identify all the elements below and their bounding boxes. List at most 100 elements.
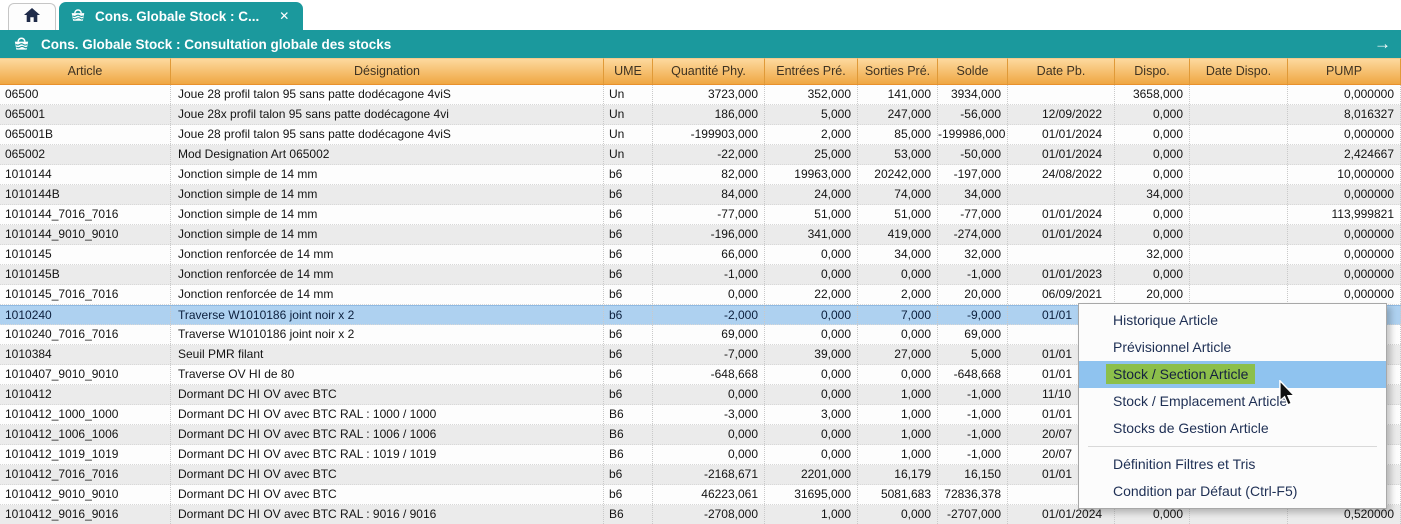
table-row[interactable]: 1010144B Jonction simple de 14 mm b6 84,000… xyxy=(0,185,1401,205)
table-header-row: Article Désignation UME Quantité Phy. Entrée… xyxy=(0,58,1401,85)
cell-sorties: 7,000 xyxy=(858,306,938,324)
active-tab-label: Cons. Globale Stock : C... xyxy=(95,8,260,24)
column-header-date-pb-[interactable]: Date Pb. xyxy=(1008,58,1115,85)
cell-pump: 0,000000 xyxy=(1288,185,1401,204)
table-row[interactable]: 1010144 Jonction simple de 14 mm b6 82,000 1… xyxy=(0,165,1401,185)
cell-date_pb: 24/08/2022 xyxy=(1008,165,1115,184)
column-header-d-signation[interactable]: Désignation xyxy=(171,58,604,85)
cell-ume: B6 xyxy=(604,505,653,524)
cell-solde: 72836,378 xyxy=(938,485,1008,504)
menu-item-stocks-de-gestion-article[interactable]: Stocks de Gestion Article xyxy=(1079,415,1386,442)
cell-ume: b6 xyxy=(604,485,653,504)
cell-pump: 2,424667 xyxy=(1288,145,1401,164)
cell-designation: Seuil PMR filant xyxy=(171,345,604,364)
cell-solde: 20,000 xyxy=(938,285,1008,304)
cell-designation: Dormant DC HI OV avec BTC RAL : 1000 / 1… xyxy=(171,405,604,424)
cell-sorties: 74,000 xyxy=(858,185,938,204)
cell-dispo: 0,000 xyxy=(1115,145,1190,164)
cell-qty_phy: -1,000 xyxy=(653,265,765,284)
cell-article: 06500 xyxy=(0,85,171,104)
cell-qty_phy: 82,000 xyxy=(653,165,765,184)
menu-item-label: Stocks de Gestion Article xyxy=(1113,420,1269,436)
cell-solde: -274,000 xyxy=(938,225,1008,244)
column-header-sorties-pr-[interactable]: Sorties Pré. xyxy=(858,58,938,85)
cell-ume: B6 xyxy=(604,425,653,444)
table-row[interactable]: 1010407_9010_9010 Traverse OV HI de 80 b6-… xyxy=(0,365,1401,385)
table-row[interactable]: 1010144_7016_7016 Jonction simple de 14 m… xyxy=(0,205,1401,225)
column-header-dispo-[interactable]: Dispo. xyxy=(1115,58,1190,85)
table-row[interactable]: 1010384 Seuil PMR filant b6 -7,000 39,000 27,… xyxy=(0,345,1401,365)
column-header-pump[interactable]: PUMP xyxy=(1288,58,1401,85)
cell-ume: b6 xyxy=(604,306,653,324)
menu-item-stock-section-article[interactable]: Stock / Section Article xyxy=(1079,361,1386,388)
cell-ume: Un xyxy=(604,85,653,104)
table-row[interactable]: 1010412_1006_1006 Dormant DC HI OV avec B… xyxy=(0,425,1401,445)
cell-date_dispo xyxy=(1190,505,1288,524)
menu-item-historique-article[interactable]: Historique Article xyxy=(1079,307,1386,334)
home-tab[interactable] xyxy=(8,3,56,30)
page-title: Cons. Globale Stock : Consultation globa… xyxy=(41,36,392,52)
cell-article: 1010240 xyxy=(0,306,171,324)
cell-article: 1010412_7016_7016 xyxy=(0,465,171,484)
table-row[interactable]: 065002 Mod Designation Art 065002 Un -22,00… xyxy=(0,145,1401,165)
cell-solde: 5,000 xyxy=(938,345,1008,364)
table-row[interactable]: 065001 Joue 28x profil talon 95 sans patt… xyxy=(0,105,1401,125)
cell-entrees: 352,000 xyxy=(765,85,858,104)
cell-qty_phy: -77,000 xyxy=(653,205,765,224)
cell-designation: Joue 28 profil talon 95 sans patte dodéc… xyxy=(171,125,604,144)
menu-item-condition-par-d-faut-ctrl-f5-[interactable]: Condition par Défaut (Ctrl-F5) xyxy=(1079,478,1386,505)
cell-dispo: 34,000 xyxy=(1115,185,1190,204)
cell-pump: 0,000000 xyxy=(1288,285,1401,304)
table-row[interactable]: 1010145B Jonction renforcée de 14 mm b6 -1,… xyxy=(0,265,1401,285)
cell-designation: Mod Designation Art 065002 xyxy=(171,145,604,164)
cell-designation: Traverse OV HI de 80 xyxy=(171,365,604,384)
table-row[interactable]: 1010145 Jonction renforcée de 14 mm b6 66,0… xyxy=(0,245,1401,265)
column-header-entr-es-pr-[interactable]: Entrées Pré. xyxy=(765,58,858,85)
close-tab-icon[interactable]: ✕ xyxy=(279,9,290,23)
column-header-article[interactable]: Article xyxy=(0,58,171,85)
cell-ume: b6 xyxy=(604,345,653,364)
cell-date_pb: 12/09/2022 xyxy=(1008,105,1115,124)
cell-entrees: 22,000 xyxy=(765,285,858,304)
cell-solde: -648,668 xyxy=(938,365,1008,384)
table-row[interactable]: 1010412_9010_9010 Dormant DC HI OV avec B… xyxy=(0,485,1401,505)
cell-solde: -1,000 xyxy=(938,445,1008,464)
column-header-quantit-phy-[interactable]: Quantité Phy. xyxy=(653,58,765,85)
table-row[interactable]: 1010412_9016_9016 Dormant DC HI OV avec B… xyxy=(0,505,1401,524)
cell-date_pb: 01/01/2024 xyxy=(1008,145,1115,164)
cell-designation: Jonction renforcée de 14 mm xyxy=(171,265,604,284)
scroll-right-arrow-icon[interactable]: → xyxy=(1374,34,1391,53)
tab-cons-globale-stock[interactable]: Cons. Globale Stock : C... ✕ xyxy=(59,2,304,30)
cell-dispo: 20,000 xyxy=(1115,285,1190,304)
table-row[interactable]: 1010144_9010_9010 Jonction simple de 14 m… xyxy=(0,225,1401,245)
menu-item-pr-visionnel-article[interactable]: Prévisionnel Article xyxy=(1079,334,1386,361)
cell-designation: Traverse W1010186 joint noir x 2 xyxy=(171,306,604,324)
cell-solde: -199986,000 xyxy=(938,125,1008,144)
cell-ume: b6 xyxy=(604,325,653,344)
cell-article: 1010412_9016_9016 xyxy=(0,505,171,524)
cell-ume: b6 xyxy=(604,365,653,384)
table-row[interactable]: 065001B Joue 28 profil talon 95 sans patt… xyxy=(0,125,1401,145)
cell-article: 065001B xyxy=(0,125,171,144)
cell-sorties: 1,000 xyxy=(858,425,938,444)
cell-ume: b6 xyxy=(604,245,653,264)
table-row[interactable]: 1010412_1019_1019 Dormant DC HI OV avec B… xyxy=(0,445,1401,465)
cell-entrees: 25,000 xyxy=(765,145,858,164)
table-row[interactable]: 1010145_7016_7016 Jonction renforcée de 1… xyxy=(0,285,1401,305)
menu-item-d-finition-filtres-et-tris[interactable]: Définition Filtres et Tris xyxy=(1079,451,1386,478)
cell-sorties: 20242,000 xyxy=(858,165,938,184)
column-header-date-dispo-[interactable]: Date Dispo. xyxy=(1190,58,1288,85)
column-header-solde[interactable]: Solde xyxy=(938,58,1008,85)
column-header-ume[interactable]: UME xyxy=(604,58,653,85)
cell-solde: -50,000 xyxy=(938,145,1008,164)
cell-article: 1010412_9010_9010 xyxy=(0,485,171,504)
cell-pump: 10,000000 xyxy=(1288,165,1401,184)
table-row[interactable]: 1010412_1000_1000 Dormant DC HI OV avec B… xyxy=(0,405,1401,425)
table-row[interactable]: 06500 Joue 28 profil talon 95 sans patte … xyxy=(0,85,1401,105)
table-row[interactable]: 1010412_7016_7016 Dormant DC HI OV avec B… xyxy=(0,465,1401,485)
cell-qty_phy: -3,000 xyxy=(653,405,765,424)
table-row[interactable]: 1010412 Dormant DC HI OV avec BTC b6 0,000 0… xyxy=(0,385,1401,405)
menu-item-stock-emplacement-article[interactable]: Stock / Emplacement Article xyxy=(1079,388,1386,415)
